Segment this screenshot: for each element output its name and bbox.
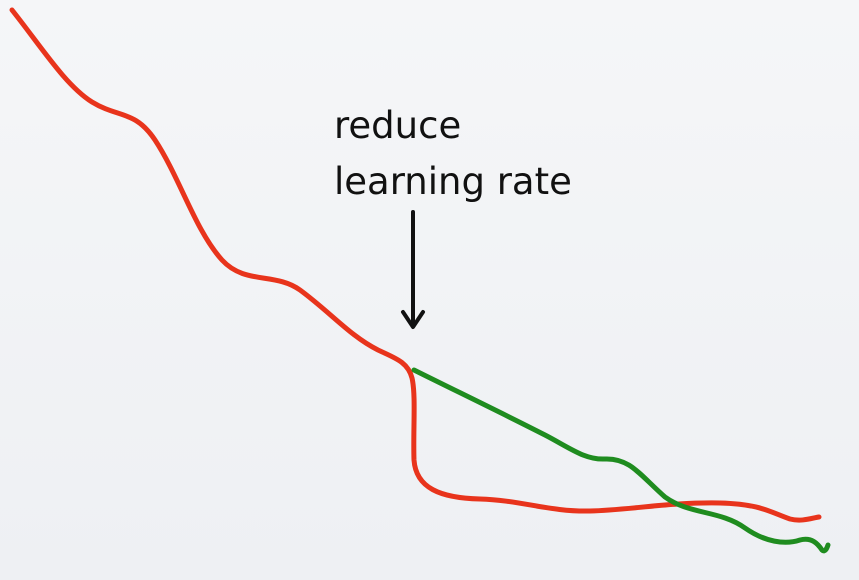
- original-loss-curve: [9, 7, 822, 523]
- arrow-head-icon: [401, 310, 425, 329]
- reduce-learning-rate-label: reduce learning rate: [334, 98, 572, 210]
- annotation-line-1: reduce: [334, 104, 462, 147]
- annotation-line-2: learning rate: [334, 160, 572, 203]
- reduced-lr-loss-curve: [411, 367, 831, 554]
